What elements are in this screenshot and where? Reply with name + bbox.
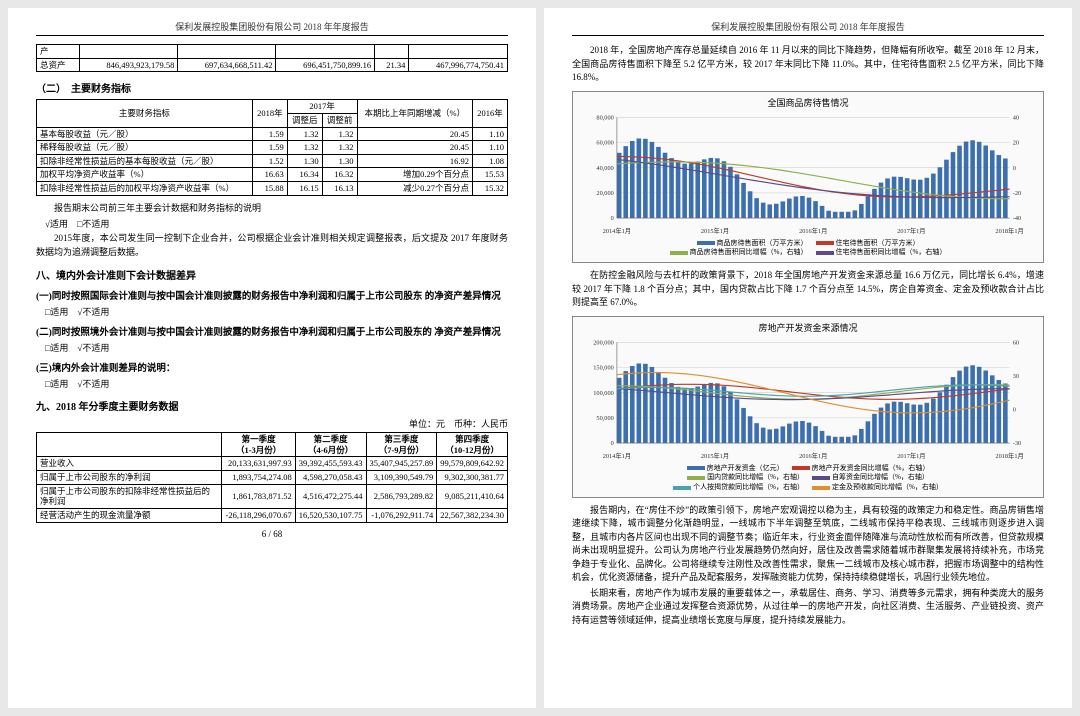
section-9: 九、2018 年分季度主要财务数据 <box>36 398 508 413</box>
svg-text:60,000: 60,000 <box>596 139 613 146</box>
svg-text:60: 60 <box>1013 339 1019 346</box>
svg-text:2016年1月: 2016年1月 <box>799 225 827 234</box>
sub-8-1: (一)同时按照国际会计准则与按中国会计准则披露的财务报告中净利润和归属于上市公司… <box>36 288 508 302</box>
svg-text:2015年1月: 2015年1月 <box>701 450 729 459</box>
section-2: （二） 主要财务指标 <box>36 80 508 95</box>
svg-text:2017年1月: 2017年1月 <box>897 450 925 459</box>
svg-text:2018年1月: 2018年1月 <box>995 450 1023 459</box>
total-assets-table: 产 总资产 846,493,923,179.58 697,634,668,511… <box>36 44 508 72</box>
svg-text:30: 30 <box>1013 373 1019 380</box>
svg-text:0: 0 <box>1013 164 1016 171</box>
svg-text:2016年1月: 2016年1月 <box>799 450 827 459</box>
chart1-svg: 0 20,000 40,000 60,000 80,000 -40 -20 0 20 40 2014… <box>577 111 1039 237</box>
note1-check: √适用 □不适用 <box>45 217 508 230</box>
sub-8-2: (二)同时按照境外会计准则与按中国会计准则披露的财务报告中净利润和归属于上市公司… <box>36 324 508 338</box>
svg-text:50,000: 50,000 <box>596 415 613 422</box>
svg-text:2017年1月: 2017年1月 <box>897 225 925 234</box>
note2: 2015年度，本公司发生同一控制下企业合并，公司根据企业会计准则相关规定调整报表… <box>36 232 508 259</box>
chart2-svg: 0 50,000 100,000 150,000 200,000 -30 0 30 60 2014… <box>577 336 1039 462</box>
page-header: 保利发展控股集团股份有限公司 2018 年年度报告 <box>36 20 508 36</box>
para-2: 在防控金融风险与去杠杆的政策背景下，2018 年全国房地产开发资金来源总量 16… <box>572 269 1044 310</box>
chart-inventory: 全国商品房待售情况 020,00040,00060,00080,000-40-2… <box>572 91 1044 264</box>
svg-text:20,000: 20,000 <box>596 190 613 197</box>
svg-text:2018年1月: 2018年1月 <box>995 225 1023 234</box>
section-8: 八、境内外会计准则下会计数据差异 <box>36 267 508 282</box>
page-left: 保利发展控股集团股份有限公司 2018 年年度报告 产 总资产 846,493,… <box>8 8 536 708</box>
page-number: 6 / 68 <box>36 529 508 539</box>
svg-text:2014年1月: 2014年1月 <box>603 225 631 234</box>
chart1-legend: 商品房待售面积（万平方米）住宅待售面积（万平方米）商品房待售面积同比增幅（%，右… <box>577 239 1039 259</box>
svg-text:40,000: 40,000 <box>596 164 613 171</box>
svg-text:2014年1月: 2014年1月 <box>603 450 631 459</box>
svg-text:150,000: 150,000 <box>593 364 613 371</box>
row-label: 总资产 <box>37 58 80 72</box>
page-right: 保利发展控股集团股份有限公司 2018 年年度报告 2018 年，全国房地产库存… <box>544 8 1072 708</box>
svg-text:-20: -20 <box>1013 190 1021 197</box>
svg-text:0: 0 <box>611 215 614 222</box>
svg-text:0: 0 <box>1013 406 1016 413</box>
note1: 报告期末公司前三年主要会计数据和财务指标的说明 <box>36 202 508 216</box>
para-3: 报告期内，在“房住不炒”的政策引领下，房地产宏观调控以稳为主，具有较强的政策定力… <box>572 504 1044 585</box>
key-indicators-table: 主要财务指标 2018年 2017年 本期比上年同期增减（%） 2016年 调整… <box>36 99 508 195</box>
svg-text:-30: -30 <box>1013 440 1021 447</box>
quarterly-table: 第一季度 （1-3月份）第二季度 （4-6月份）第三季度 （7-9月份）第四季度… <box>36 432 508 522</box>
svg-text:20: 20 <box>1013 139 1019 146</box>
svg-text:-40: -40 <box>1013 215 1021 222</box>
chart2-legend: 房地产开发资金（亿元）房地产开发资金同比增幅（%，右轴）国内贷款同比增幅（%，右… <box>577 464 1039 493</box>
page-header: 保利发展控股集团股份有限公司 2018 年年度报告 <box>572 20 1044 36</box>
svg-text:200,000: 200,000 <box>593 339 613 346</box>
svg-text:80,000: 80,000 <box>596 114 613 121</box>
svg-text:100,000: 100,000 <box>593 389 613 396</box>
svg-text:40: 40 <box>1013 114 1019 121</box>
para-4: 长期来看，房地产作为城市发展的重要载体之一，承载居住、商务、学习、消费等多元需求… <box>572 587 1044 628</box>
unit-label: 单位：元 币种：人民币 <box>36 417 508 430</box>
svg-text:0: 0 <box>611 440 614 447</box>
sub-8-3: (三)境内外会计准则差异的说明： <box>36 360 508 374</box>
para-1: 2018 年，全国房地产库存总量延续自 2016 年 11 月以来的同比下降趋势… <box>572 44 1044 85</box>
chart-funding: 房地产开发资金来源情况 050,000100,000150,000200,000… <box>572 316 1044 498</box>
svg-text:2015年1月: 2015年1月 <box>701 225 729 234</box>
